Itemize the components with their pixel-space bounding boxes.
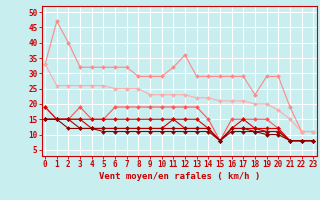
X-axis label: Vent moyen/en rafales ( km/h ): Vent moyen/en rafales ( km/h ): [99, 172, 260, 181]
